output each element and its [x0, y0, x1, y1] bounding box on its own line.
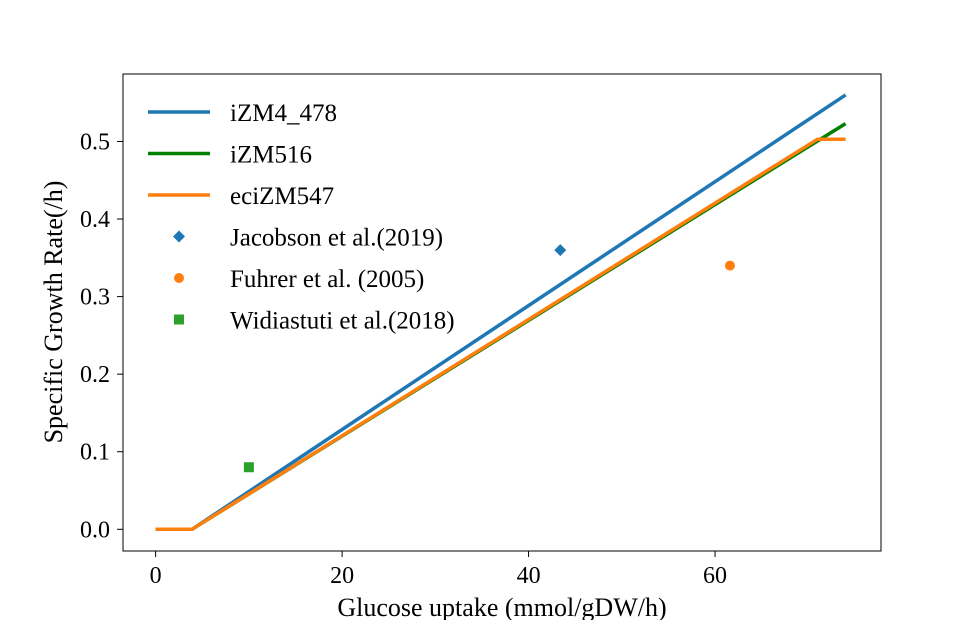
- data-point-diamond: [554, 244, 567, 257]
- legend-label: Jacobson et al.(2019): [230, 225, 443, 252]
- legend-swatch-circle: [174, 273, 184, 283]
- x-tick-label: 60: [703, 563, 727, 589]
- x-tick-label: 40: [517, 563, 541, 589]
- x-tick-label: 0: [150, 563, 162, 589]
- plot-frame: [122, 73, 882, 552]
- y-tick-label: 0.3: [80, 285, 110, 311]
- y-tick-label: 0.2: [80, 362, 110, 388]
- plot-area: [155, 93, 847, 532]
- y-tick-label: 0.4: [80, 207, 110, 233]
- x-tick-label: 20: [330, 563, 354, 589]
- legend-label: iZM516: [230, 142, 312, 169]
- legend-swatch-diamond: [173, 230, 185, 243]
- data-points: [243, 244, 735, 473]
- y-axis-label: Specific Growth Rate(/h): [39, 181, 68, 444]
- y-tick-label: 0.0: [80, 517, 110, 543]
- legend-label: Fuhrer et al. (2005): [230, 266, 424, 293]
- y-tick-label: 0.5: [80, 129, 110, 155]
- x-axis-label: Glucose uptake (mmol/gDW/h): [337, 593, 666, 620]
- x-axis: 0 20 40 60: [150, 551, 727, 589]
- data-point-square: [243, 462, 254, 473]
- legend: iZM4_478 iZM516 eciZM547 Jacobson et al.(20…: [148, 100, 455, 335]
- legend-label: eciZM547: [230, 183, 334, 210]
- legend-swatch-square: [174, 314, 184, 325]
- y-tick-label: 0.1: [80, 440, 110, 466]
- series-line-ecizm547: [155, 137, 846, 532]
- legend-label: Widiastuti et al.(2018): [230, 308, 455, 335]
- legend-label: iZM4_478: [230, 100, 337, 127]
- data-point-circle: [724, 260, 735, 271]
- y-axis: 0.0 0.1 0.2 0.3 0.4 0.5: [80, 129, 123, 543]
